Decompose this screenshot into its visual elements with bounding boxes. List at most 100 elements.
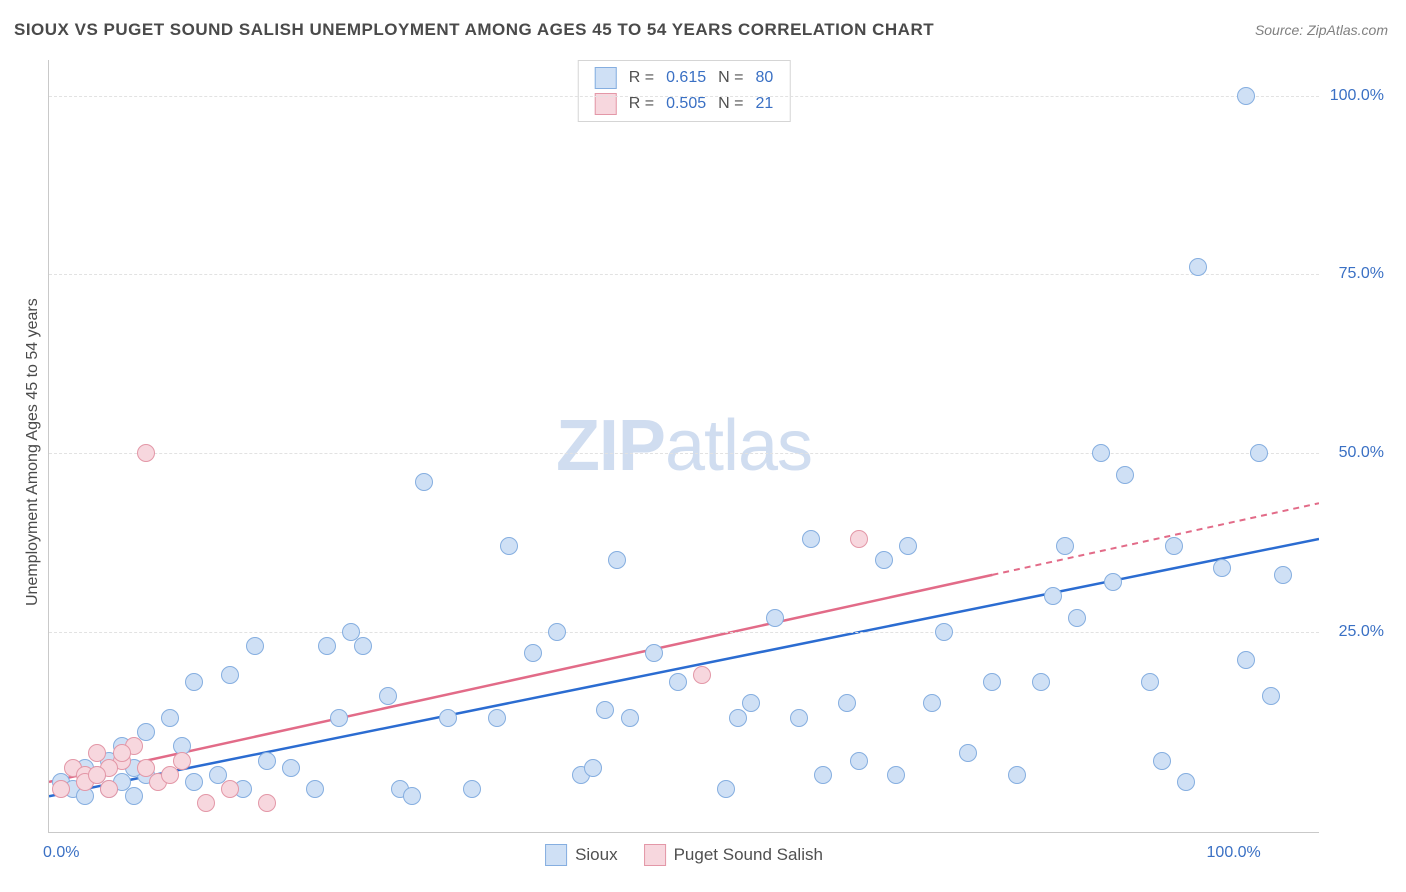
trend-lines-layer [49, 60, 1319, 832]
y-tick-label: 75.0% [1339, 265, 1384, 283]
data-point [596, 701, 614, 719]
legend-n-value: 80 [749, 65, 779, 91]
y-tick-label: 100.0% [1330, 87, 1384, 105]
data-point [1141, 673, 1159, 691]
data-point [766, 609, 784, 627]
chart-title: SIOUX VS PUGET SOUND SALISH UNEMPLOYMENT… [14, 20, 934, 40]
data-point [379, 687, 397, 705]
y-tick-label: 50.0% [1339, 444, 1384, 462]
data-point [645, 644, 663, 662]
data-point [887, 766, 905, 784]
data-point [173, 752, 191, 770]
data-point [790, 709, 808, 727]
data-point [1189, 258, 1207, 276]
data-point [584, 759, 602, 777]
data-point [221, 666, 239, 684]
data-point [500, 537, 518, 555]
legend-swatch [545, 844, 567, 866]
data-point [1262, 687, 1280, 705]
legend-swatch [644, 844, 666, 866]
data-point [1153, 752, 1171, 770]
data-point [221, 780, 239, 798]
data-point [197, 794, 215, 812]
data-point [161, 766, 179, 784]
scatter-plot-area: ZIPatlas R =0.615N =80R =0.505N =21 Siou… [48, 60, 1319, 833]
watermark-light: atlas [665, 406, 812, 486]
stats-legend-box: R =0.615N =80R =0.505N =21 [578, 60, 791, 122]
data-point [899, 537, 917, 555]
data-point [137, 723, 155, 741]
legend-n-label: N = [712, 65, 749, 91]
data-point [608, 551, 626, 569]
data-point [1068, 609, 1086, 627]
data-point [814, 766, 832, 784]
data-point [113, 744, 131, 762]
data-point [88, 766, 106, 784]
data-point [1044, 587, 1062, 605]
data-point [282, 759, 300, 777]
data-point [185, 673, 203, 691]
data-point [1213, 559, 1231, 577]
data-point [1092, 444, 1110, 462]
data-point [621, 709, 639, 727]
data-point [693, 666, 711, 684]
data-point [1274, 566, 1292, 584]
data-point [729, 709, 747, 727]
watermark-bold: ZIP [556, 406, 665, 486]
data-point [983, 673, 1001, 691]
data-point [318, 637, 336, 655]
data-point [137, 444, 155, 462]
data-point [524, 644, 542, 662]
legend-r-label: R = [623, 65, 660, 91]
data-point [415, 473, 433, 491]
data-point [439, 709, 457, 727]
data-point [125, 787, 143, 805]
data-point [717, 780, 735, 798]
data-point [1008, 766, 1026, 784]
data-point [403, 787, 421, 805]
gridline [49, 632, 1319, 633]
series-legend: Sioux Puget Sound Salish [545, 844, 823, 866]
data-point [935, 623, 953, 641]
source-attribution: Source: ZipAtlas.com [1255, 22, 1388, 38]
data-point [875, 551, 893, 569]
data-point [669, 673, 687, 691]
data-point [1104, 573, 1122, 591]
data-point [246, 637, 264, 655]
data-point [488, 709, 506, 727]
data-point [850, 752, 868, 770]
data-point [742, 694, 760, 712]
data-point [52, 780, 70, 798]
data-point [161, 709, 179, 727]
legend-swatch [595, 67, 617, 89]
data-point [258, 794, 276, 812]
data-point [1032, 673, 1050, 691]
data-point [838, 694, 856, 712]
gridline [49, 274, 1319, 275]
data-point [1250, 444, 1268, 462]
data-point [306, 780, 324, 798]
data-point [1177, 773, 1195, 791]
watermark-text: ZIPatlas [556, 405, 812, 487]
data-point [330, 709, 348, 727]
y-axis-label: Unemployment Among Ages 45 to 54 years [24, 298, 42, 606]
legend-series-item: Puget Sound Salish [644, 844, 823, 866]
legend-series-item: Sioux [545, 844, 618, 866]
data-point [1056, 537, 1074, 555]
data-point [463, 780, 481, 798]
gridline [49, 453, 1319, 454]
data-point [802, 530, 820, 548]
legend-r-value: 0.615 [660, 65, 712, 91]
data-point [185, 773, 203, 791]
y-tick-label: 25.0% [1339, 623, 1384, 641]
data-point [959, 744, 977, 762]
x-tick-label: 100.0% [1207, 844, 1261, 862]
data-point [258, 752, 276, 770]
data-point [923, 694, 941, 712]
legend-series-label: Puget Sound Salish [674, 845, 823, 865]
data-point [1165, 537, 1183, 555]
data-point [354, 637, 372, 655]
data-point [1237, 651, 1255, 669]
legend-stats-row: R =0.615N =80 [589, 65, 780, 91]
data-point [100, 780, 118, 798]
